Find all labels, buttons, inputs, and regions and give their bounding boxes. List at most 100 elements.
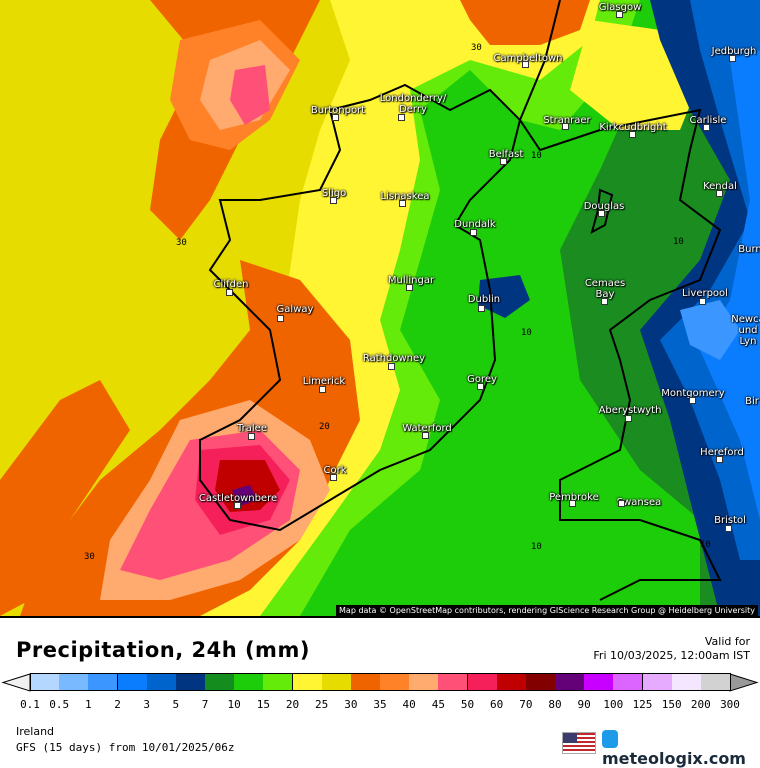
legend-tick-label: 0.5 (49, 698, 70, 711)
legend-tick-label: 40 (402, 698, 416, 711)
city-label: Stranraer (543, 115, 591, 126)
legend-footer: Precipitation, 24h (mm) Valid for Fri 10… (0, 616, 760, 768)
legend-tick-label: 70 (519, 698, 533, 711)
field-2 (700, 50, 760, 520)
field-30-west (0, 380, 130, 616)
city-marker (618, 500, 625, 507)
valid-label: Valid for (704, 635, 750, 648)
legend-swatch (59, 673, 90, 691)
city-label: Burn (738, 244, 760, 255)
city-label: Gorey (467, 374, 497, 385)
legend-tick-label: 0.1 (20, 698, 40, 711)
city-marker (388, 363, 395, 370)
legend-swatch (146, 673, 177, 691)
city-label: Hereford (700, 447, 744, 458)
city-marker (625, 415, 632, 422)
legend-tick-label: 300 (720, 698, 740, 711)
city-label: Kendal (703, 181, 737, 192)
legend-tick-label: 100 (603, 698, 624, 711)
legend-tick-label: 3 (143, 698, 150, 711)
us-flag-icon[interactable] (562, 732, 596, 754)
city-marker (598, 210, 605, 217)
legend-tick-label: 30 (344, 698, 358, 711)
legend-tick-label: 50 (460, 698, 475, 711)
map-attribution: Map data © OpenStreetMap contributors, r… (336, 605, 758, 616)
city-marker (477, 383, 484, 390)
city-marker (330, 474, 337, 481)
color-legend: 0.1 0.5 1 2 3 5 7 10 15 20 25 30 35 40 45 50 60 70 80 90 100… (0, 670, 760, 711)
legend-swatch (613, 673, 644, 691)
contour-label: 10 (531, 542, 542, 552)
city-label: Campbeltown (493, 53, 563, 64)
contour-label: 30 (84, 552, 95, 562)
precipitation-map[interactable]: Glasgow Jedburgh Campbeltown Burtonport Lond… (0, 0, 760, 616)
city-label: Limerick (302, 376, 346, 387)
brand-name: meteologix.com (602, 749, 746, 768)
city-marker (226, 289, 233, 296)
legend-swatch (117, 673, 148, 691)
city-label: Carlisle (689, 115, 727, 126)
meteologix-logo[interactable]: meteologix.com (602, 730, 760, 768)
legend-tick-label: 7 (201, 698, 209, 711)
legend-swatch (205, 673, 236, 691)
city-label: Pembroke (549, 492, 599, 503)
legend-tick-label: 45 (431, 698, 445, 711)
city-label: Cork (323, 465, 347, 476)
city-label: NewcaundLyn (731, 314, 760, 347)
city-marker (629, 131, 636, 138)
legend-swatch (175, 673, 206, 691)
coastline-britain (518, 0, 722, 601)
city-label: Swansea (616, 497, 662, 508)
legend-under-arrow (1, 673, 31, 692)
legend-tick-label: 20 (285, 698, 300, 711)
city-marker (422, 432, 429, 439)
field-80 (232, 485, 258, 506)
field-45 (230, 65, 270, 125)
contour-label: 10 (700, 540, 711, 550)
field-1 (680, 300, 740, 360)
legend-swatch (671, 673, 702, 691)
legend-swatch (642, 673, 673, 691)
legend-swatch (409, 673, 440, 691)
contour-label: 30 (471, 43, 482, 53)
city-marker (470, 229, 477, 236)
legend-swatch (88, 673, 119, 691)
legend-tick-label: 200 (690, 698, 711, 711)
legend-over-arrow (729, 673, 759, 692)
contour-label: 20 (319, 422, 330, 432)
legend-swatch (350, 673, 381, 691)
legend-swatch (555, 673, 586, 691)
legend-tick-label: 1 (85, 698, 92, 711)
region-name: Ireland (16, 725, 55, 738)
legend-swatch (496, 673, 527, 691)
city-marker (562, 123, 569, 130)
city-label: Dundalk (454, 219, 496, 230)
legend-tick-label: 10 (227, 698, 241, 711)
contour-label: 30 (176, 238, 187, 248)
contour-label: 10 (531, 151, 542, 161)
city-marker (699, 298, 706, 305)
city-marker (234, 502, 241, 509)
map-title: Precipitation, 24h (mm) (16, 638, 310, 662)
city-label: Castletownbere (198, 493, 278, 504)
city-marker (398, 114, 405, 121)
contour-label: 10 (673, 237, 684, 247)
city-label: Douglas (583, 201, 625, 212)
city-marker (601, 298, 608, 305)
legend-swatch (525, 673, 556, 691)
coastline-isle-of-man (590, 188, 614, 234)
city-label: Clifden (213, 279, 249, 290)
city-label: Cemaes Bay (584, 278, 626, 300)
legend-tick-label: 90 (577, 698, 591, 711)
model-run: GFS (15 days) from 10/01/2025/06z (16, 741, 235, 754)
city-marker (703, 124, 710, 131)
precip-field (0, 0, 760, 616)
city-label: Jedburgh (711, 46, 757, 57)
contour-label: 10 (521, 328, 532, 338)
city-label: Bristol (714, 515, 746, 526)
city-label: Belfast (488, 149, 524, 160)
city-label: Mullingar (387, 275, 435, 286)
city-label: Dublin (467, 294, 501, 305)
legend-swatch (292, 673, 323, 691)
city-marker (330, 197, 337, 204)
